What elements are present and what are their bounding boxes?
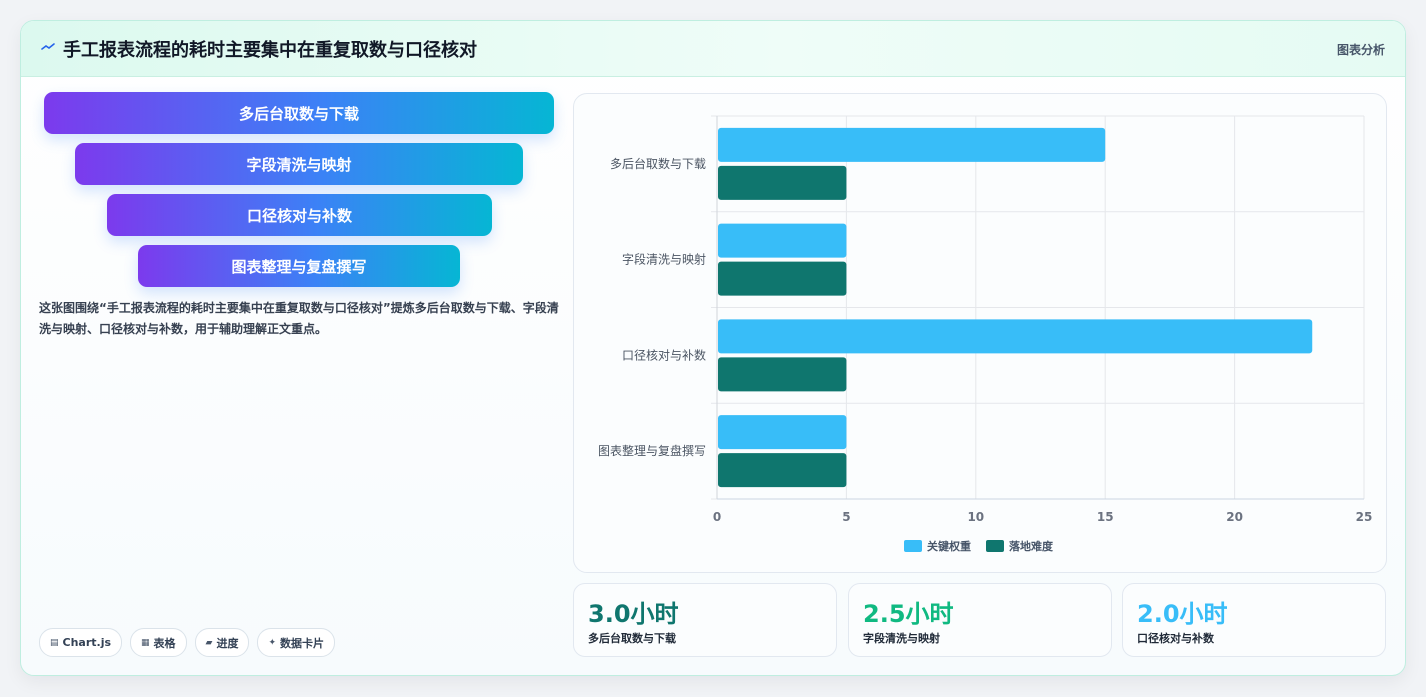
progress-icon: ▰ [205,637,213,648]
chip-data-card[interactable]: ✦ 数据卡片 [257,628,336,657]
bar-weight [718,319,1313,354]
stat-card-3: 2.0小时 口径核对与补数 [1122,583,1386,657]
chart-analysis-tag: 图表分析 [1336,43,1385,57]
legend-swatch [904,540,922,552]
stat-value: 3.0小时 [588,600,679,628]
chart-container: 多后台取数与下载字段清洗与映射 口径核对与补数图表整理与复盘撰写 0 5 10 15 20 2… [573,93,1387,573]
page-title: 手工报表流程的耗时主要集中在重复取数与口径核对 [63,40,477,61]
x-tick-label: 5 [842,510,850,524]
chart-card: 手工报表流程的耗时主要集中在重复取数与口径核对 图表分析 多后台取数与下载 字段… [20,20,1406,676]
chip-label: Chart.js [62,636,112,649]
y-tick-label: 字段清洗与映射 [622,252,706,267]
bar-weight [718,415,847,450]
stat-value: 2.0小时 [1137,600,1228,628]
chip-label: 数据卡片 [280,636,325,650]
legend-label: 落地难度 [1009,539,1054,553]
wave-icon [41,43,55,50]
funnel-step-2: 字段清洗与映射 [75,143,523,185]
chip-progress[interactable]: ▰ 进度 [194,628,250,657]
stat-card-1: 3.0小时 多后台取数与下载 [573,583,837,657]
chip-chartjs[interactable]: ▤ Chart.js [39,628,123,657]
x-tick-label: 20 [1226,510,1243,524]
x-tick-label: 0 [713,510,721,524]
bar-difficulty [718,357,847,392]
bar-difficulty [718,453,847,488]
chip-list: ▤ Chart.js ▦ 表格 ▰ 进度 ✦ 数据卡片 [39,628,336,657]
chip-label: 进度 [216,636,239,650]
bar-weight [718,127,1106,162]
legend-label: 关键权重 [927,539,971,553]
funnel-step-1: 多后台取数与下载 [44,92,554,134]
stat-value: 2.5小时 [863,600,954,628]
y-tick-label: 多后台取数与下载 [610,156,706,171]
x-tick-label: 15 [1097,510,1114,524]
chip-label: 表格 [153,636,176,650]
stat-label: 多后台取数与下载 [588,632,676,645]
funnel-step-4: 图表整理与复盘撰写 [138,245,460,287]
legend-swatch [986,540,1004,552]
stat-card-2: 2.5小时 字段清洗与映射 [848,583,1112,657]
bar-difficulty [718,165,847,200]
x-tick-label: 10 [967,510,984,524]
x-tick-label: 25 [1356,510,1373,524]
table-icon: ▦ [141,637,150,648]
stat-label: 字段清洗与映射 [863,632,940,645]
card-header: 手工报表流程的耗时主要集中在重复取数与口径核对 图表分析 [21,21,1405,77]
stat-label: 口径核对与补数 [1137,632,1214,645]
sparkle-icon: ✦ [268,637,277,648]
bar-weight [718,223,847,258]
bar-difficulty [718,261,847,296]
y-tick-label: 图表整理与复盘撰写 [598,443,706,458]
chart-description: 这张图围绕“手工报表流程的耗时主要集中在重复取数与口径核对”提炼多后台取数与下载… [39,301,559,336]
chip-table[interactable]: ▦ 表格 [130,628,187,657]
funnel-step-3: 口径核对与补数 [107,194,492,236]
y-tick-label: 口径核对与补数 [622,347,706,362]
chart-icon: ▤ [50,637,59,648]
